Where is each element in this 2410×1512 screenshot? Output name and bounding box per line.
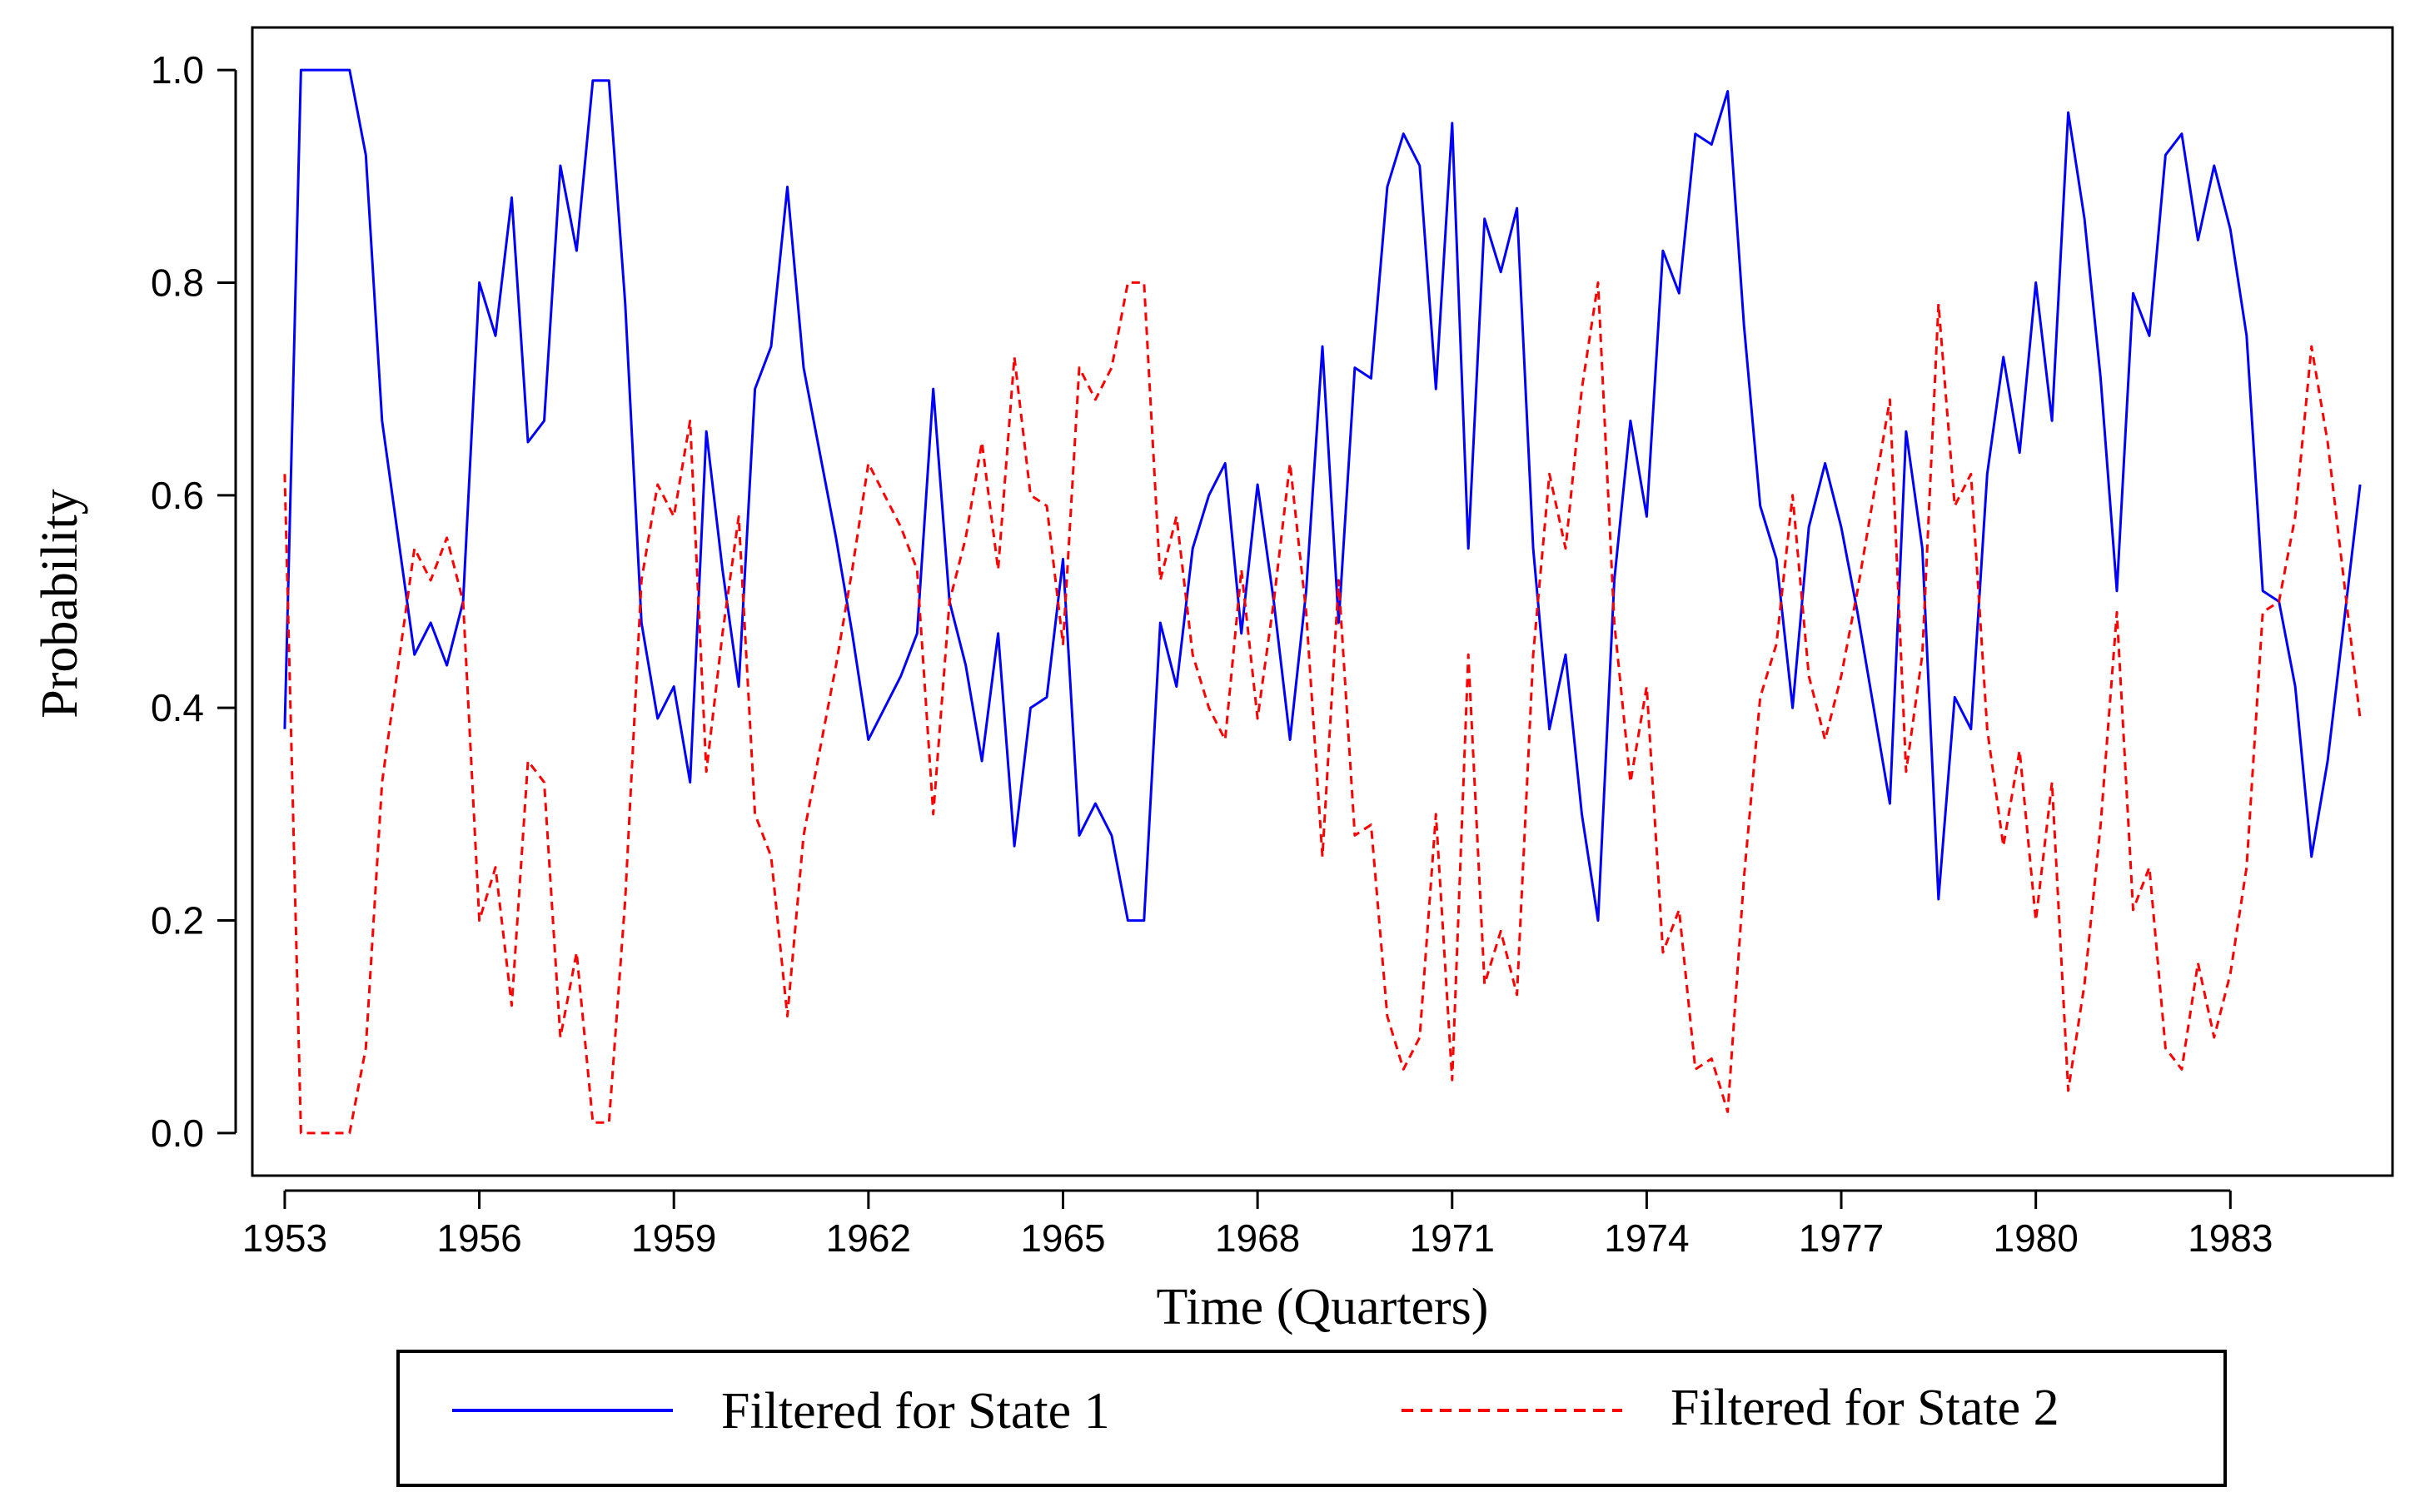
legend: Filtered for State 1 Filtered for State … [396,1350,2227,1487]
x-tick-label: 1977 [1799,1216,1884,1260]
legend-label-state-1: Filtered for State 1 [721,1383,1110,1440]
x-tick-label: 1968 [1215,1216,1300,1260]
x-tick-label: 1983 [2188,1216,2273,1260]
legend-label-state-2: Filtered for State 2 [1671,1380,2059,1436]
x-tick-label: 1974 [1604,1216,1689,1260]
x-tick-label: 1959 [631,1216,716,1260]
x-tick-label: 1980 [1993,1216,2078,1260]
y-axis: 0.0 0.2 0.4 0.6 0.8 1.0 [151,48,237,1155]
y-tick-label: 0.2 [151,899,204,943]
x-tick-label: 1956 [436,1216,521,1260]
x-tick-label: 1953 [242,1216,327,1260]
x-axis-title: Time (Quarters) [1157,1279,1489,1335]
y-tick-label: 1.0 [151,48,204,92]
y-axis-title: Probability [32,489,88,719]
plot-frame [251,26,2394,1177]
series-group [283,68,2362,1135]
y-tick-label: 0.4 [151,686,204,729]
legend-box [396,1350,2227,1487]
x-tick-label: 1971 [1410,1216,1495,1260]
x-tick-label: 1962 [826,1216,911,1260]
x-axis: 1953 1956 1959 1962 1965 1968 1971 1974 1977 1980… [242,1189,2273,1260]
y-tick-label: 0.8 [151,261,204,304]
y-tick-label: 0.6 [151,474,204,517]
series-line-state-1 [283,68,2362,923]
x-tick-label: 1965 [1020,1216,1105,1260]
series-line-state-2 [283,281,2362,1135]
y-tick-label: 0.0 [151,1112,204,1155]
